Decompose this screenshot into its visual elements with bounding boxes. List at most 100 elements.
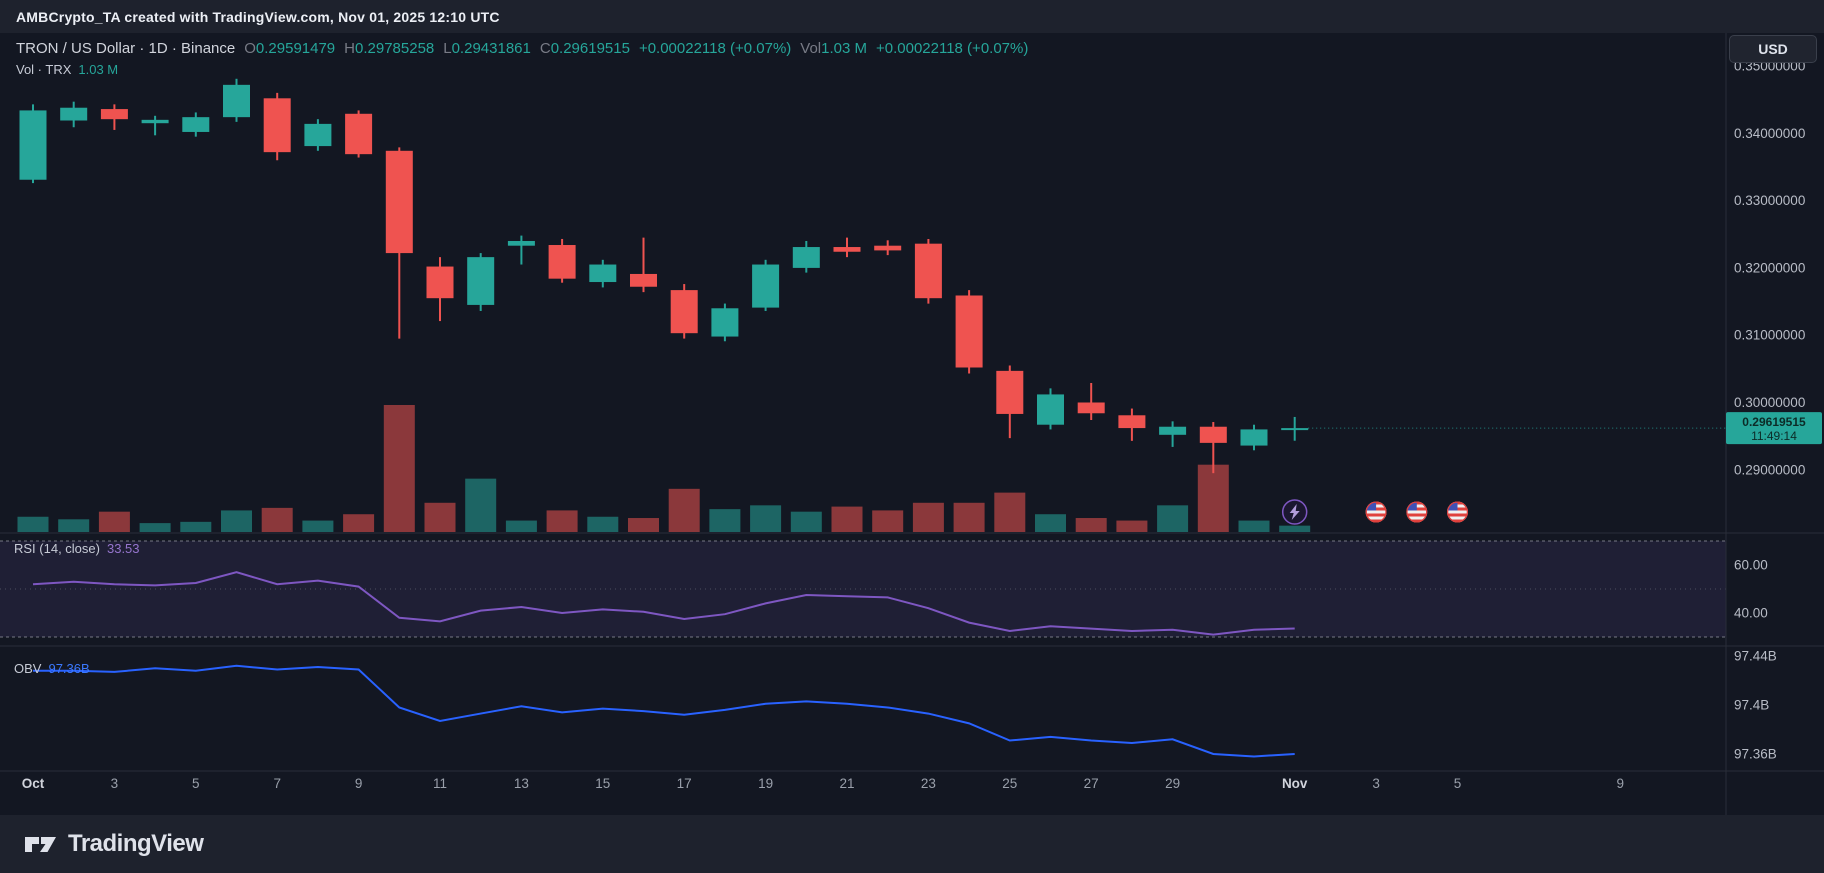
- candle[interactable]: [833, 237, 861, 258]
- candle[interactable]: [385, 147, 413, 339]
- candle[interactable]: [1037, 388, 1064, 430]
- volume-bar[interactable]: [912, 502, 944, 532]
- rsi-indicator-value: 33.53: [106, 541, 140, 556]
- candle[interactable]: [19, 104, 47, 184]
- ohlc-open-label: O: [244, 40, 256, 57]
- candle[interactable]: [182, 112, 210, 137]
- candle[interactable]: [60, 101, 88, 128]
- volume-bar[interactable]: [668, 488, 700, 532]
- volume-bar[interactable]: [546, 510, 578, 532]
- rsi-line: [32, 571, 1295, 636]
- symbol-title[interactable]: TRON / US Dollar · 1D · Binance: [16, 40, 236, 57]
- volume-bar[interactable]: [1197, 464, 1229, 532]
- candle[interactable]: [1159, 421, 1187, 447]
- volume-bar[interactable]: [831, 506, 863, 532]
- volume-bar[interactable]: [953, 502, 985, 532]
- candle[interactable]: [507, 235, 535, 265]
- candle[interactable]: [223, 78, 250, 122]
- volume-bar[interactable]: [343, 514, 375, 532]
- ohlc-close-label: C: [539, 40, 551, 57]
- volume-bar[interactable]: [505, 520, 537, 532]
- candle[interactable]: [670, 284, 698, 339]
- candle[interactable]: [548, 238, 576, 283]
- watermark-bar: AMBCrypto_TA created with TradingView.co…: [0, 0, 1824, 33]
- candle[interactable]: [589, 259, 617, 288]
- time-axis-label: 27: [1084, 776, 1099, 791]
- volume-bar[interactable]: [1035, 514, 1066, 532]
- watermark-text: AMBCrypto_TA created with TradingView.co…: [16, 8, 500, 25]
- volume-bar[interactable]: [465, 478, 497, 532]
- volume-bar[interactable]: [790, 511, 822, 532]
- us-flag-event-icon[interactable]: [1406, 501, 1428, 523]
- candle[interactable]: [874, 240, 902, 256]
- currency-toggle-button[interactable]: USD: [1729, 35, 1817, 63]
- candle[interactable]: [955, 290, 983, 374]
- us-flag-event-icon[interactable]: [1447, 501, 1468, 523]
- volume-bar[interactable]: [221, 510, 252, 532]
- time-axis-label: 23: [921, 776, 936, 791]
- volume-bar[interactable]: [98, 511, 130, 532]
- volume-bar[interactable]: [424, 502, 456, 532]
- volume-bar[interactable]: [17, 516, 49, 532]
- candle[interactable]: [345, 110, 373, 158]
- obv-axis-label: 97.4B: [1734, 698, 1769, 713]
- candle[interactable]: [141, 115, 169, 136]
- volume-bar[interactable]: [58, 519, 90, 532]
- volume-bar[interactable]: [709, 509, 741, 532]
- candle[interactable]: [914, 238, 942, 304]
- candle[interactable]: [792, 240, 820, 273]
- candle[interactable]: [304, 119, 332, 151]
- obv-legend[interactable]: OBV 97.36B: [14, 661, 90, 676]
- rsi-indicator-title: RSI (14, close): [14, 541, 100, 556]
- candle[interactable]: [1077, 382, 1105, 420]
- candle[interactable]: [467, 253, 495, 311]
- volume-bar[interactable]: [139, 523, 171, 532]
- ohlc-open: O 0.29591479: [244, 40, 335, 57]
- candle[interactable]: [752, 259, 780, 311]
- candle[interactable]: [100, 104, 128, 130]
- candle[interactable]: [1281, 416, 1309, 441]
- candle[interactable]: [426, 257, 454, 322]
- candles-layer[interactable]: [19, 78, 1309, 474]
- candle[interactable]: [711, 303, 739, 342]
- volume-bar[interactable]: [1238, 520, 1270, 532]
- volume-bar[interactable]: [1116, 520, 1148, 532]
- logo-glyph-1: [25, 837, 39, 852]
- ohlc-high-label: H: [344, 40, 355, 57]
- price-axis[interactable]: 0.350000000.340000000.330000000.32000000…: [1734, 59, 1805, 762]
- chart-legend: TRON / US Dollar · 1D · Binance O 0.29591…: [16, 40, 1028, 57]
- time-axis-label: 15: [595, 776, 610, 791]
- volume-bar[interactable]: [180, 521, 212, 532]
- time-axis[interactable]: Oct 3 5 7 9 11 13 15 17 19 21 23 25 27 29 Nov 3 5 9: [22, 776, 1624, 791]
- volume-bar[interactable]: [1279, 525, 1311, 532]
- ohlc-high-value: 0.29785258: [355, 40, 435, 57]
- us-flag-event-icon[interactable]: [1365, 501, 1387, 523]
- lightning-icon[interactable]: [1281, 499, 1308, 525]
- volume-bar[interactable]: [994, 492, 1026, 532]
- candle[interactable]: [263, 92, 291, 161]
- volume-bar[interactable]: [383, 405, 415, 532]
- volume-bar[interactable]: [261, 507, 293, 532]
- candle[interactable]: [1118, 408, 1146, 441]
- volume-indicator-legend[interactable]: Vol · TRX 1.03 M: [16, 62, 118, 77]
- volume-bar[interactable]: [1157, 505, 1189, 532]
- rsi-legend[interactable]: RSI (14, close) 33.53: [14, 541, 140, 556]
- volume-bar[interactable]: [872, 510, 904, 532]
- volume-layer[interactable]: [17, 405, 1311, 532]
- candle[interactable]: [630, 237, 657, 293]
- tradingview-logo-icon[interactable]: [24, 830, 58, 858]
- volume-bar[interactable]: [1075, 518, 1107, 532]
- volume-bar[interactable]: [302, 520, 334, 532]
- price-axis-label: 0.33000000: [1734, 193, 1805, 208]
- tradingview-brand[interactable]: TradingView: [68, 830, 204, 857]
- volume-bar[interactable]: [750, 505, 782, 532]
- time-axis-label: 13: [514, 776, 529, 791]
- price-axis-label: 0.29000000: [1734, 462, 1805, 477]
- volume-bar[interactable]: [587, 516, 619, 532]
- candle[interactable]: [1240, 424, 1268, 451]
- candle[interactable]: [996, 365, 1024, 439]
- volume-bar[interactable]: [628, 518, 659, 532]
- candle[interactable]: [1199, 422, 1227, 474]
